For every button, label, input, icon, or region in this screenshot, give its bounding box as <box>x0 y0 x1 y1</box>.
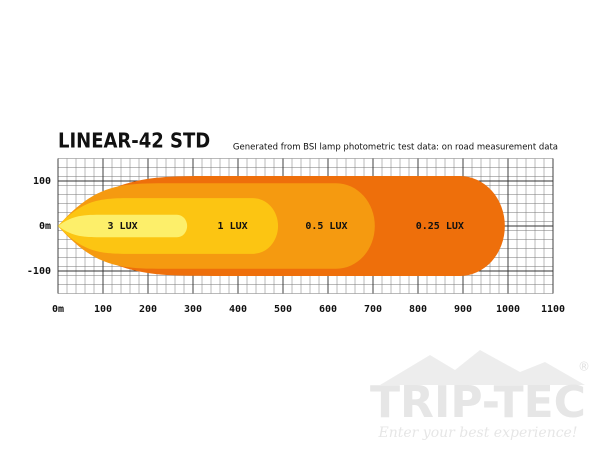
y-tick-label: 0m <box>39 221 51 232</box>
zone-label: 3 LUX <box>108 221 138 232</box>
plot-area: 0m 100 200 300 400 500 600 700 800 900 1000 1100 100… <box>27 158 565 315</box>
watermark-brand: TRIP-TEC <box>370 377 586 428</box>
watermark-slogan: Enter your best experience! <box>378 425 578 441</box>
watermark-mountains <box>380 350 585 385</box>
zone-label: 0.5 LUX <box>305 221 347 232</box>
x-tick-label: 800 <box>409 304 427 315</box>
x-tick-label: 900 <box>454 304 472 315</box>
x-tick-label: 700 <box>364 304 382 315</box>
zone-label: 0.25 LUX <box>416 221 464 232</box>
watermark: TRIP-TEC ® Enter your best experience! <box>370 350 590 441</box>
x-tick-label: 500 <box>274 304 292 315</box>
x-tick-label: 600 <box>319 304 337 315</box>
chart-subtitle: Generated from BSI lamp photometric test… <box>233 143 558 153</box>
x-tick-label: 400 <box>229 304 247 315</box>
y-tick-label: 100 <box>33 176 51 187</box>
lux-zone <box>58 214 188 238</box>
x-tick-label: 300 <box>184 304 202 315</box>
x-tick-label: 1100 <box>541 304 565 315</box>
y-tick-label: -100 <box>27 266 51 277</box>
watermark-mark: ® <box>578 360 590 374</box>
chart-title: LINEAR-42 STD <box>58 129 210 153</box>
x-tick-label: 200 <box>139 304 157 315</box>
x-tick-label: 100 <box>94 304 112 315</box>
x-tick-label: 1000 <box>496 304 520 315</box>
x-tick-label: 0m <box>52 304 64 315</box>
zone-label: 1 LUX <box>218 221 248 232</box>
